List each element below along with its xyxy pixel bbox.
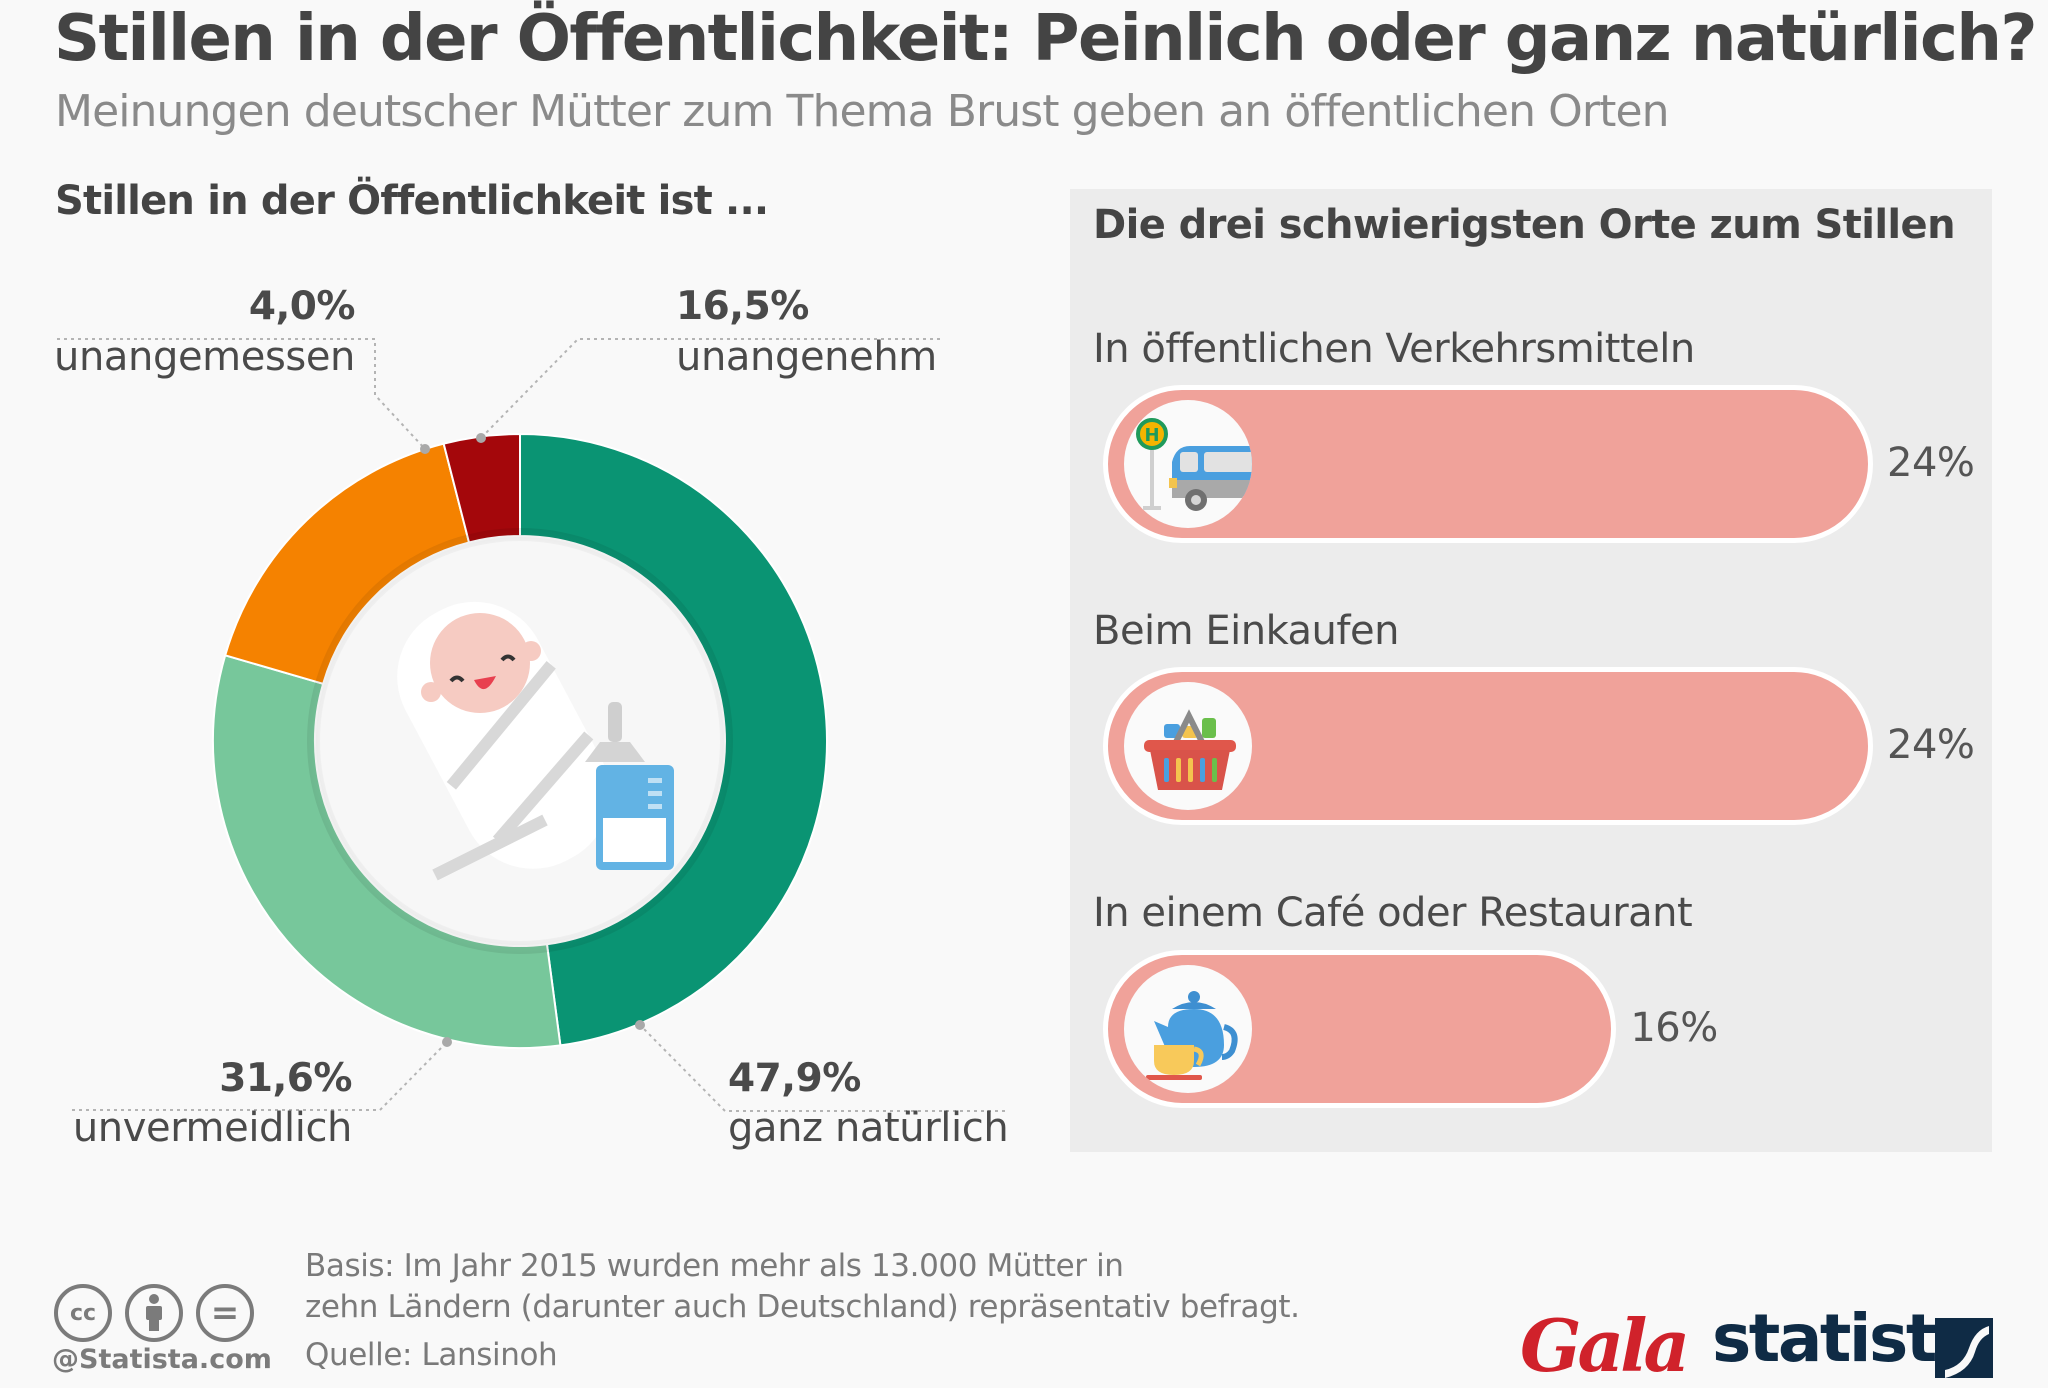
license-icons: cc = [54,1284,254,1342]
bottle-neck [585,742,645,762]
no-derivatives-icon[interactable]: = [196,1284,254,1342]
page-title: Stillen in der Öffentlichkeit: Peinlich … [54,2,2037,76]
bar-label-verkehrsmittel: In öffentlichen Verkehrsmitteln [1093,326,1695,372]
bar-cafe-restaurant [1103,950,1617,1108]
bar-value-verkehrsmittel: 24% [1887,440,1975,486]
statista-handle[interactable]: @Statista.com [52,1344,272,1375]
basis-line-1: Basis: Im Jahr 2015 wurden mehr als 13.0… [305,1248,1124,1284]
swaddle-stripe [432,814,548,881]
places-panel-title: Die drei schwierigsten Orte zum Stillen [1093,202,1956,248]
leader-dot [442,1037,452,1047]
leader-line-unangenehm [480,338,940,439]
baby-face [430,613,530,713]
attribution-icon[interactable] [125,1284,183,1342]
bar-value-cafe-restaurant: 16% [1630,1005,1718,1051]
bar-einkaufen [1103,667,1873,825]
bottle-teat [608,702,622,742]
donut-chart [57,338,1005,1112]
swaddle-stripe [446,660,556,790]
bottle-mark [648,791,662,796]
baby-ear [521,641,541,661]
bus-stop-icon: H [1124,400,1252,528]
svg-text:H: H [1144,425,1159,446]
bar-label-einkaufen: Beim Einkaufen [1093,608,1399,654]
cc-icon[interactable]: cc [54,1284,112,1342]
slice-value-unangemessen: 4,0% [248,284,356,329]
baby-with-bottle-illustration [397,601,674,881]
source-note: Quelle: Lansinoh [305,1337,558,1373]
slice-label-unvermeidlich: unvermeidlich [72,1105,353,1151]
statista-logo-mark [1935,1318,1993,1378]
bar-label-cafe-restaurant: In einem Café oder Restaurant [1093,890,1693,936]
donut-heading: Stillen in der Öffentlichkeit ist ... [55,178,769,224]
slice-label-unangemessen: unangemessen [54,334,355,380]
leader-line-unvermeidlich [72,1041,448,1111]
statista-logo[interactable]: statista [1712,1300,1979,1377]
baby-ear [421,682,441,702]
leader-dot [476,433,486,443]
bottle-mark [648,778,662,783]
leader-dot [635,1020,645,1030]
slice-value-unangenehm: 16,5% [676,284,809,329]
slice-label-ganz-natuerlich: ganz natürlich [728,1105,1009,1151]
bottle-mark [648,804,662,809]
gala-logo[interactable]: Gala [1520,1303,1690,1388]
shopping-basket-icon [1124,682,1252,810]
leader-dot [420,444,430,454]
bottle-milk [603,818,666,862]
basis-line-2: zehn Ländern (darunter auch Deutschland)… [305,1289,1300,1325]
teapot-cup-icon [1124,965,1252,1093]
bar-verkehrsmittel: H [1103,385,1873,543]
leader-line-unangemessen [57,338,426,450]
baby-eye [449,675,465,683]
swaddle-stripe [492,731,594,845]
slice-value-unvermeidlich: 31,6% [219,1056,352,1101]
baby-mouth [474,676,496,690]
leader-line-ganz-natuerlich [639,1024,1005,1112]
basis-note: Basis: Im Jahr 2015 wurden mehr als 13.0… [305,1246,1300,1328]
slice-label-unangenehm: unangenehm [676,334,937,380]
page-subtitle: Meinungen deutscher Mütter zum Thema Bru… [55,86,1670,137]
slice-value-ganz-natuerlich: 47,9% [728,1056,861,1101]
baby-eye [500,654,516,662]
bar-value-einkaufen: 24% [1887,722,1975,768]
